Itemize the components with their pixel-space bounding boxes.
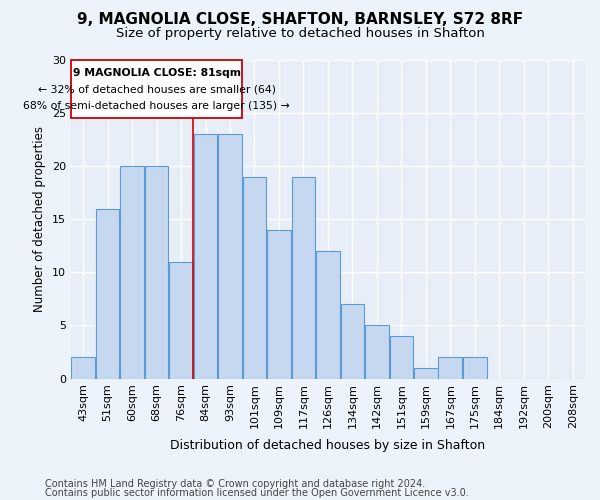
Text: Contains public sector information licensed under the Open Government Licence v3: Contains public sector information licen… — [45, 488, 469, 498]
Bar — [71, 358, 95, 378]
Bar — [389, 336, 413, 378]
Text: 9 MAGNOLIA CLOSE: 81sqm: 9 MAGNOLIA CLOSE: 81sqm — [73, 68, 241, 78]
Text: 68% of semi-detached houses are larger (135) →: 68% of semi-detached houses are larger (… — [23, 100, 290, 110]
Bar — [439, 358, 462, 378]
Bar — [292, 177, 316, 378]
Text: ← 32% of detached houses are smaller (64): ← 32% of detached houses are smaller (64… — [38, 84, 275, 94]
Bar — [365, 326, 389, 378]
Y-axis label: Number of detached properties: Number of detached properties — [34, 126, 46, 312]
Bar — [242, 177, 266, 378]
Bar — [120, 166, 144, 378]
Text: Contains HM Land Registry data © Crown copyright and database right 2024.: Contains HM Land Registry data © Crown c… — [45, 479, 425, 489]
Bar — [267, 230, 291, 378]
Bar — [96, 208, 119, 378]
Bar — [463, 358, 487, 378]
Bar — [414, 368, 438, 378]
Bar — [316, 251, 340, 378]
Bar — [341, 304, 364, 378]
Bar — [194, 134, 217, 378]
Text: 9, MAGNOLIA CLOSE, SHAFTON, BARNSLEY, S72 8RF: 9, MAGNOLIA CLOSE, SHAFTON, BARNSLEY, S7… — [77, 12, 523, 26]
Bar — [169, 262, 193, 378]
Text: Size of property relative to detached houses in Shafton: Size of property relative to detached ho… — [116, 28, 484, 40]
Bar — [218, 134, 242, 378]
Bar — [145, 166, 169, 378]
X-axis label: Distribution of detached houses by size in Shafton: Distribution of detached houses by size … — [170, 440, 485, 452]
FancyBboxPatch shape — [71, 60, 242, 118]
